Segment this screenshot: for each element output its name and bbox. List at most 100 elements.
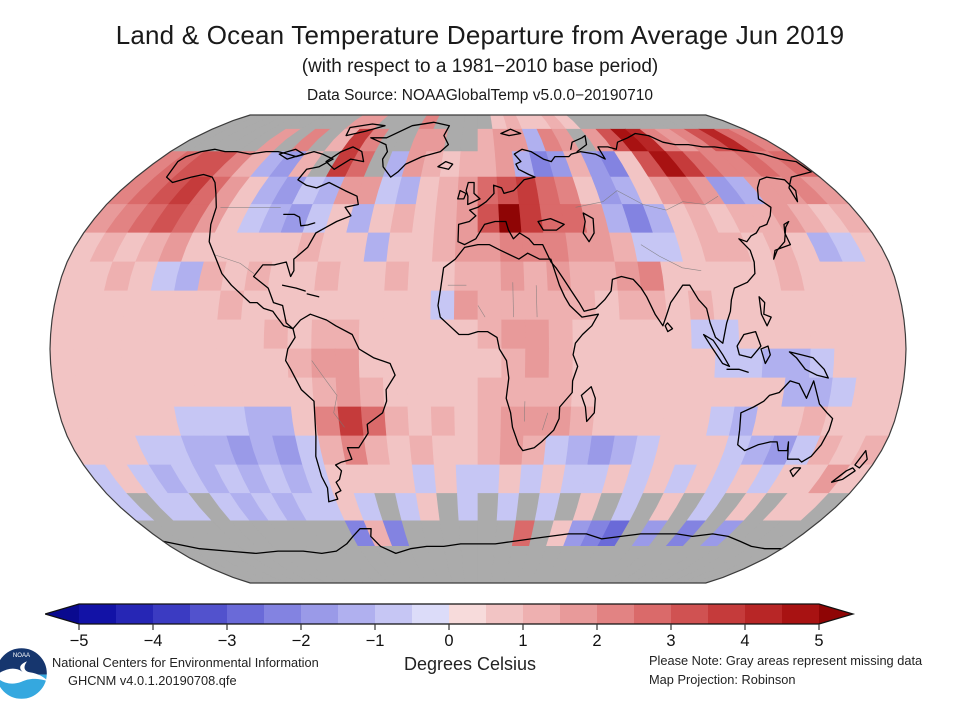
grid-cell [543, 232, 570, 263]
colorbar-segment [523, 604, 561, 624]
grid-cell [460, 546, 479, 570]
grid-cell [500, 406, 526, 437]
grid-cell [120, 319, 147, 350]
country-borders [213, 190, 719, 431]
grid-cell [193, 377, 222, 408]
grid-cell [856, 348, 883, 379]
grid-cell [407, 406, 433, 437]
grid-cell [263, 348, 290, 379]
grid-cell [267, 406, 296, 437]
grid-cell [430, 290, 455, 321]
grid-cell [687, 290, 716, 321]
coastline [278, 148, 305, 160]
grid-cell [595, 319, 622, 350]
grid-cell [335, 377, 362, 408]
grid-cell [453, 377, 479, 408]
page-title: Land & Ocean Temperature Departure from … [115, 20, 845, 50]
grid-cell [781, 290, 810, 321]
grid-cell [477, 435, 502, 466]
border-line [477, 305, 486, 318]
grid-cell [738, 319, 764, 350]
grid-cell [454, 435, 479, 466]
org-name-line: National Centers for Environmental Infor… [52, 655, 319, 670]
org-block: National Centers for Environmental Infor… [52, 654, 319, 690]
units-label: Degrees Celsius [403, 654, 537, 674]
grid-cell [711, 377, 739, 408]
colorbar-over-arrow [819, 604, 853, 624]
coastline [437, 160, 454, 170]
grid-cell [496, 176, 520, 205]
coastline [854, 449, 868, 469]
colorbar-canvas: −5 −4 −3 −2 −1 0 1 2 3 4 5 [42, 603, 856, 650]
colorbar-segment [153, 604, 191, 624]
border-line [535, 285, 538, 318]
page-subtitle: (with respect to a 1981−2010 base period… [301, 56, 659, 77]
grid-cell [637, 261, 666, 292]
coastline [582, 212, 595, 243]
coastline [758, 296, 772, 327]
grid-cell [216, 348, 242, 379]
grid-cell [664, 290, 692, 321]
grid-cell [614, 261, 642, 292]
grid-cell [430, 406, 456, 437]
border-line [524, 401, 526, 422]
data-source-line: Data Source: NOAAGlobalTemp v5.0.0−20190… [307, 87, 653, 104]
grid-cell [477, 151, 498, 178]
world-anomaly-map [0, 108, 960, 590]
grid-cell [832, 348, 859, 379]
colorbar-segment [671, 604, 709, 624]
colorbar-tick-label: 2 [592, 632, 601, 650]
grid-cell [431, 435, 457, 466]
grid-cell [363, 435, 391, 466]
coastline [370, 121, 451, 178]
colorbar-tick-label: 0 [444, 632, 453, 650]
grid-cell [619, 319, 645, 350]
border-line [542, 412, 549, 431]
colorbar-tick-label: 3 [666, 632, 675, 650]
grid-cell [264, 290, 292, 321]
grid-cell [524, 348, 550, 379]
grid-cell [594, 377, 621, 408]
coastlines [162, 121, 868, 555]
grid-cell [548, 319, 574, 350]
grid-cell [240, 290, 269, 321]
grid-cell [546, 261, 572, 292]
coastline [570, 134, 588, 153]
coastline [465, 181, 481, 206]
border-line [311, 360, 345, 428]
grid-cell [360, 261, 388, 292]
grid-cell [462, 568, 479, 584]
note-block: Please Note: Gray areas represent missin… [649, 652, 922, 689]
grid-cell [477, 377, 503, 408]
coastline [281, 284, 306, 292]
grid-cell [687, 377, 716, 408]
grid-cell [193, 290, 222, 321]
grid-cell [406, 377, 432, 408]
grid-cell [436, 176, 460, 205]
grid-cell [477, 128, 496, 152]
grid-cell [458, 520, 479, 547]
colorbar-segment [301, 604, 339, 624]
colorbar: −5 −4 −3 −2 −1 0 1 2 3 4 5 [42, 602, 869, 650]
grid-cell [144, 348, 171, 379]
grid-cell [524, 377, 550, 408]
coastline [345, 123, 386, 137]
grid-cell [666, 348, 693, 379]
grid-cell [543, 435, 570, 466]
grid-cell [477, 114, 494, 130]
grid-cell [690, 348, 717, 379]
grid-cell [617, 290, 645, 321]
grid-cell [430, 319, 455, 350]
grid-cell [337, 261, 365, 292]
grid-cell [49, 348, 76, 379]
colorbar-segment [412, 604, 450, 624]
colorbar-segment [264, 604, 302, 624]
grid-cell [382, 377, 409, 408]
grid-cell [734, 377, 763, 408]
coastline [306, 293, 320, 298]
grid-cell [523, 406, 549, 437]
border-line [575, 190, 719, 211]
coastline [457, 189, 467, 200]
grid-cell [477, 290, 503, 321]
colorbar-segment [449, 604, 487, 624]
